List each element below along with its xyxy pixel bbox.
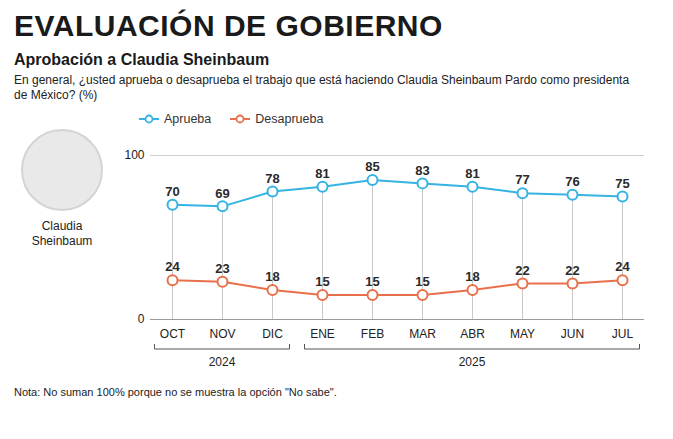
html-text:Aprueba: Aprueba	[164, 112, 212, 126]
svg-text:24: 24	[615, 259, 630, 274]
svg-text:23: 23	[215, 261, 229, 276]
svg-text:22: 22	[515, 263, 529, 278]
svg-text:MAR: MAR	[409, 327, 436, 341]
svg-text:15: 15	[415, 274, 429, 289]
svg-text:78: 78	[265, 171, 279, 186]
svg-text:JUN: JUN	[561, 327, 584, 341]
svg-text:100: 100	[124, 148, 144, 162]
svg-text:JUL: JUL	[612, 327, 634, 341]
svg-text:77: 77	[515, 172, 529, 187]
svg-text:85: 85	[365, 159, 379, 174]
svg-text:2025: 2025	[459, 355, 486, 369]
svg-text:NOV: NOV	[209, 327, 235, 341]
svg-text:83: 83	[415, 163, 429, 178]
svg-text:22: 22	[565, 263, 579, 278]
html-text:Aprobación a Claudia Sheinbaum: Aprobación a Claudia Sheinbaum	[14, 51, 270, 68]
svg-text:69: 69	[215, 186, 229, 201]
html-text:En general, ¿usted aprueba o d: En general, ¿usted aprueba o desaprueba …	[14, 73, 630, 102]
svg-text:18: 18	[265, 269, 279, 284]
svg-text:FEB: FEB	[361, 327, 384, 341]
svg-text:18: 18	[465, 269, 479, 284]
svg-text:ABR: ABR	[460, 327, 485, 341]
svg-text:24: 24	[165, 259, 180, 274]
html-text:Nota: No suman 100% porque no: Nota: No suman 100% porque no se muestra…	[14, 386, 337, 398]
html-text:EVALUACIÓN DE GOBIERNO: EVALUACIÓN DE GOBIERNO	[14, 9, 443, 42]
html-text:Desaprueba: Desaprueba	[255, 112, 324, 126]
svg-text:81: 81	[465, 166, 479, 181]
svg-text:MAY: MAY	[510, 327, 535, 341]
svg-text:15: 15	[365, 274, 379, 289]
svg-text:2024: 2024	[209, 355, 236, 369]
svg-text:15: 15	[315, 274, 329, 289]
svg-text:OCT: OCT	[160, 327, 186, 341]
svg-text:DIC: DIC	[262, 327, 283, 341]
svg-text:70: 70	[165, 184, 179, 199]
svg-text:75: 75	[615, 176, 629, 191]
svg-text:81: 81	[315, 166, 329, 181]
svg-text:0: 0	[138, 312, 145, 326]
svg-text:ENE: ENE	[310, 327, 335, 341]
svg-text:76: 76	[565, 174, 579, 189]
html-text:Claudia Sheinbaum: Claudia Sheinbaum	[31, 219, 93, 248]
